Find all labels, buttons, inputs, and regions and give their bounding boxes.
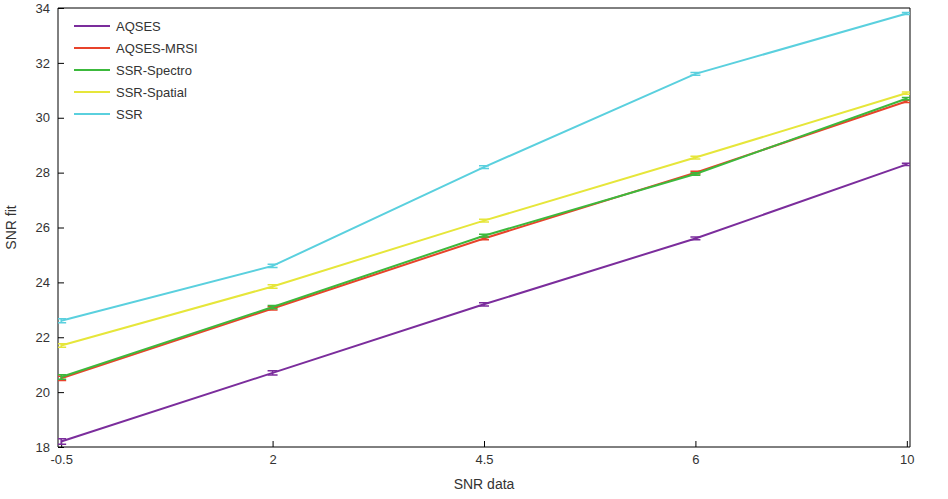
x-tick-label: -0.5 [50,452,72,467]
x-tick-label: 2 [269,452,276,467]
legend-label: SSR-Spectro [116,63,192,78]
error-bar [690,156,700,159]
error-bar [902,12,910,14]
error-bar [479,303,489,306]
x-tick: 6 [692,441,699,467]
y-tick: 34 [36,1,64,16]
series-group [58,12,910,444]
y-tick-label: 22 [36,330,50,345]
error-bar [58,319,66,323]
x-tick: 4.5 [475,441,493,467]
x-tick-mark [273,441,274,447]
error-bar [479,219,489,222]
y-tick-mark [58,337,64,338]
frame [910,8,911,447]
y-tick-label: 34 [36,1,50,16]
y-tick: 24 [36,275,64,290]
y-tick-label: 32 [36,56,50,71]
chart: -0.5 2 4.5 6 10 18 20 22 24 26 28 30 32 34 AQSES AQSES-… [0,0,948,499]
x-axis-title: SNR data [454,476,515,492]
y-tick-mark [58,173,64,174]
y-tick: 20 [36,385,64,400]
legend-swatch [74,69,110,71]
x-tick: 10 [900,441,914,467]
legend-label: AQSES-MRSI [116,41,198,56]
legend-item: SSR-Spectro [74,63,192,78]
error-bar [690,173,700,176]
legend-label: AQSES [116,19,161,34]
y-tick: 30 [36,110,64,125]
x-tick-mark [907,441,908,447]
legend-item: SSR [74,107,143,122]
plot: -0.5 2 4.5 6 10 18 20 22 24 26 28 30 32 34 AQSES AQSES-… [36,1,915,468]
legend-swatch [74,47,110,49]
x-axis: -0.5 2 4.5 6 10 [50,441,914,467]
series-line [61,99,907,377]
error-bar [479,234,489,237]
legend-swatch [74,25,110,27]
legend-swatch [74,91,110,93]
error-bar [268,305,278,308]
series-line [61,93,907,345]
error-bar [268,371,278,375]
y-tick-mark [58,282,64,283]
series-line [61,164,907,441]
error-bar [902,92,910,94]
y-tick: 32 [36,56,64,71]
x-tick: 2 [269,441,276,467]
y-tick-label: 26 [36,220,50,235]
error-bar [58,344,66,347]
error-bar [690,72,700,75]
y-tick-mark [58,8,64,9]
legend-label: SSR-Spatial [116,85,187,100]
y-tick: 28 [36,165,64,180]
legend-label: SSR [116,107,143,122]
y-tick: 26 [36,220,64,235]
error-bar [58,375,66,379]
error-bar [902,97,910,99]
error-bar [268,264,278,267]
y-axis: 18 20 22 24 26 28 30 32 34 [36,1,64,455]
legend-swatch [74,113,110,115]
y-axis-title: SNR fit [3,205,19,249]
x-tick-label: 10 [900,452,914,467]
y-tick-mark [58,118,64,119]
legend-item: SSR-Spatial [74,85,187,100]
y-tick: 18 [36,440,64,455]
y-tick-label: 24 [36,275,50,290]
series-line [61,13,907,320]
x-tick-label: 6 [692,452,699,467]
y-tick-mark [58,63,64,64]
legend: AQSES AQSES-MRSI SSR-Spectro SSR-Spatial SSR [74,19,198,122]
x-tick-label: 4.5 [475,452,493,467]
y-tick-label: 18 [36,440,50,455]
x-tick-mark [695,441,696,447]
legend-item: AQSES-MRSI [74,41,198,56]
y-tick-label: 28 [36,165,50,180]
x-tick-mark [484,441,485,447]
y-tick-mark [58,392,64,393]
y-tick-mark [58,447,64,448]
error-bar [479,166,489,169]
legend-item: AQSES [74,19,161,34]
y-tick-label: 20 [36,385,50,400]
frame [58,8,910,9]
y-tick-label: 30 [36,110,50,125]
error-bar [690,237,700,240]
error-bar [902,163,910,165]
y-tick-mark [58,228,64,229]
y-tick: 22 [36,330,64,345]
error-bar [58,439,66,444]
error-bar [268,285,278,288]
